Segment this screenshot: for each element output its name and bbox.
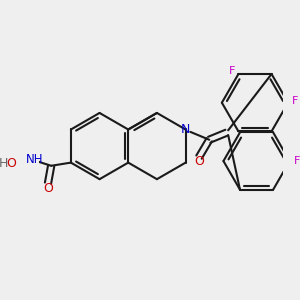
Text: O: O — [6, 157, 16, 170]
Text: O: O — [194, 155, 204, 168]
Text: F: F — [229, 66, 235, 76]
Text: F: F — [294, 156, 300, 166]
Text: N: N — [181, 123, 190, 136]
Text: O: O — [43, 182, 53, 195]
Text: NH: NH — [26, 153, 44, 166]
Text: F: F — [292, 96, 298, 106]
Text: H: H — [0, 157, 9, 170]
